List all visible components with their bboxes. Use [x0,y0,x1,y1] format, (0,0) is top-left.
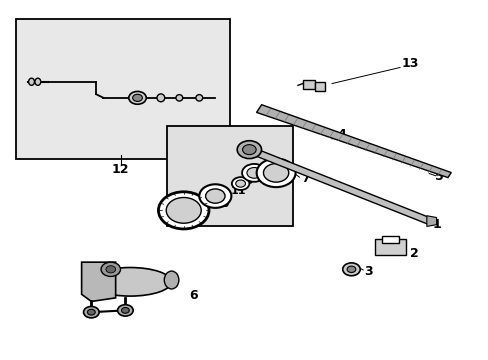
Circle shape [231,177,249,190]
Circle shape [342,263,360,276]
Polygon shape [426,216,436,226]
Circle shape [346,266,355,273]
Text: 9: 9 [245,176,253,186]
Text: 13: 13 [400,57,418,71]
Ellipse shape [35,78,41,85]
Circle shape [242,145,256,155]
Polygon shape [81,262,116,301]
Text: 7: 7 [300,172,309,185]
Ellipse shape [89,267,171,296]
Text: 2: 2 [409,247,418,260]
Ellipse shape [176,95,183,101]
Circle shape [83,306,99,318]
Circle shape [235,180,245,187]
Circle shape [117,305,133,316]
Circle shape [237,141,261,158]
Text: 6: 6 [189,288,197,302]
Text: 5: 5 [434,170,443,183]
Circle shape [128,91,146,104]
Text: 4: 4 [337,128,346,141]
Circle shape [101,262,120,276]
Text: 11: 11 [230,186,245,197]
Circle shape [132,94,142,102]
Circle shape [166,198,201,223]
Circle shape [87,309,95,315]
Circle shape [199,184,231,208]
Circle shape [205,189,224,203]
Text: 1: 1 [431,218,440,231]
Polygon shape [256,105,450,177]
Ellipse shape [29,78,34,85]
Circle shape [242,164,266,182]
Text: 3: 3 [364,265,372,278]
Circle shape [246,167,261,178]
Polygon shape [166,126,292,226]
Polygon shape [314,82,324,91]
Polygon shape [374,239,405,255]
Text: 8: 8 [170,213,178,223]
Circle shape [158,192,208,229]
Ellipse shape [164,271,179,289]
Ellipse shape [196,95,202,101]
Circle shape [106,266,116,273]
Text: 12: 12 [112,163,129,176]
Polygon shape [242,145,430,224]
Text: 10: 10 [215,199,230,209]
Polygon shape [381,236,398,243]
Circle shape [121,307,129,313]
Circle shape [256,158,295,187]
Polygon shape [16,19,229,158]
Polygon shape [302,80,314,89]
Circle shape [263,163,288,182]
Ellipse shape [157,94,164,102]
